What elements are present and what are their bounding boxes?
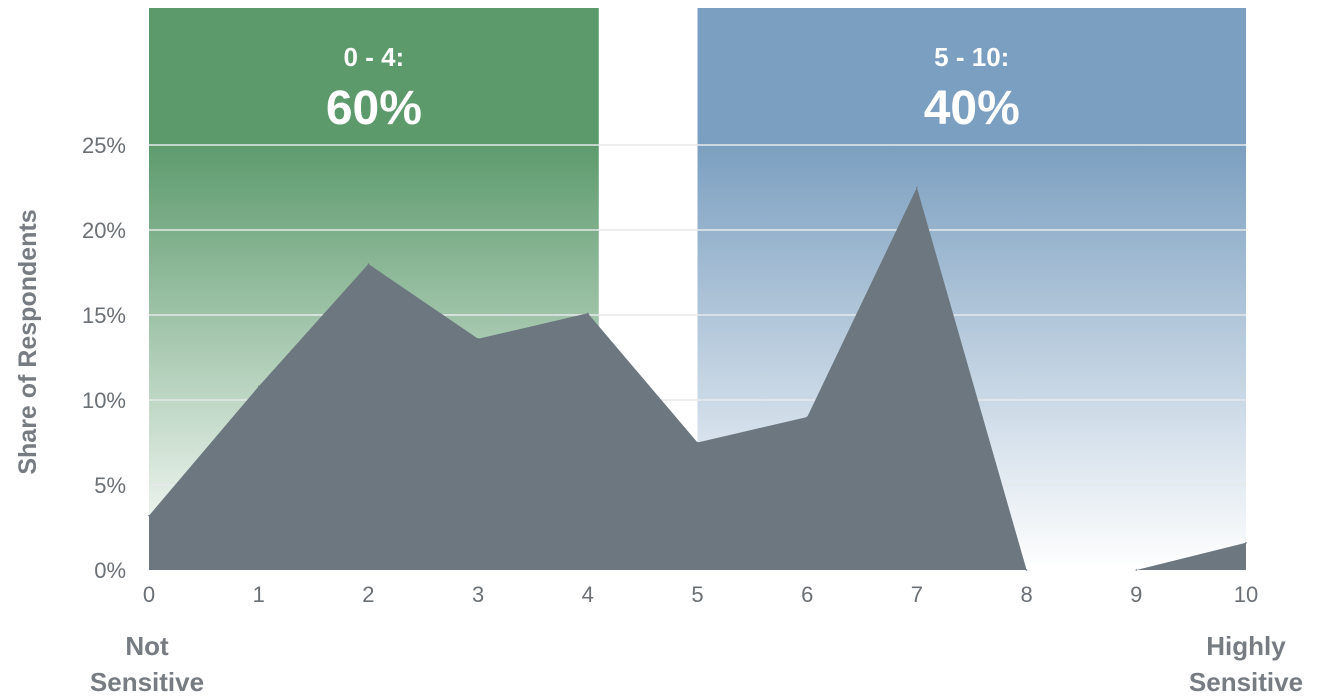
data-point (696, 441, 699, 444)
y-tick-label: 25% (82, 133, 126, 158)
zone-range-label-0: 0 - 4: (344, 42, 405, 72)
zone-percent-label-1: 40% (924, 82, 1020, 135)
y-tick-label: 15% (82, 303, 126, 328)
x-axis-end-label-left: Not Sensitive (62, 628, 232, 700)
end-label-left-line1: Not (125, 631, 169, 661)
end-label-right-line2: Sensitive (1188, 667, 1304, 697)
x-tick-label: 4 (582, 582, 594, 607)
x-tick-label: 5 (691, 582, 703, 607)
data-point (477, 338, 479, 340)
y-tick-label: 20% (82, 218, 126, 243)
area-series (148, 186, 1247, 571)
y-axis-ticks: 0% 5% 10% 15% 20% 25% (82, 133, 126, 583)
end-label-right-line1: Highly (1206, 631, 1286, 661)
data-point (367, 263, 370, 265)
zone-labels: 0 - 4: 60% 5 - 10: 40% (326, 42, 1020, 135)
data-point (916, 186, 918, 189)
x-tick-label: 6 (801, 582, 813, 607)
data-point (1245, 542, 1247, 544)
y-tick-label: 0% (94, 558, 126, 583)
x-tick-label: 0 (143, 582, 155, 607)
area-shape (149, 187, 1246, 570)
data-point (148, 514, 150, 517)
data-point (806, 416, 808, 418)
x-tick-label: 1 (253, 582, 265, 607)
zone-range-label-1: 5 - 10: (934, 42, 1009, 72)
x-axis-ticks: 0 1 2 3 4 5 6 7 8 9 10 (143, 582, 1258, 607)
end-label-left-line2: Sensitive (89, 667, 205, 697)
zone-percent-label-0: 60% (326, 82, 422, 135)
x-tick-label: 7 (911, 582, 923, 607)
data-point (1025, 569, 1028, 571)
data-point (257, 385, 260, 388)
data-point (1135, 569, 1138, 571)
x-tick-label: 2 (362, 582, 374, 607)
x-tick-label: 3 (472, 582, 484, 607)
y-axis-title: Share of Respondents (14, 209, 42, 474)
y-tick-label: 10% (82, 388, 126, 413)
x-tick-label: 8 (1020, 582, 1032, 607)
x-axis-end-label-right: Highly Sensitive (1162, 628, 1330, 700)
data-point (587, 312, 589, 315)
y-tick-label: 5% (94, 473, 126, 498)
x-tick-label: 10 (1234, 582, 1258, 607)
x-tick-label: 9 (1130, 582, 1142, 607)
